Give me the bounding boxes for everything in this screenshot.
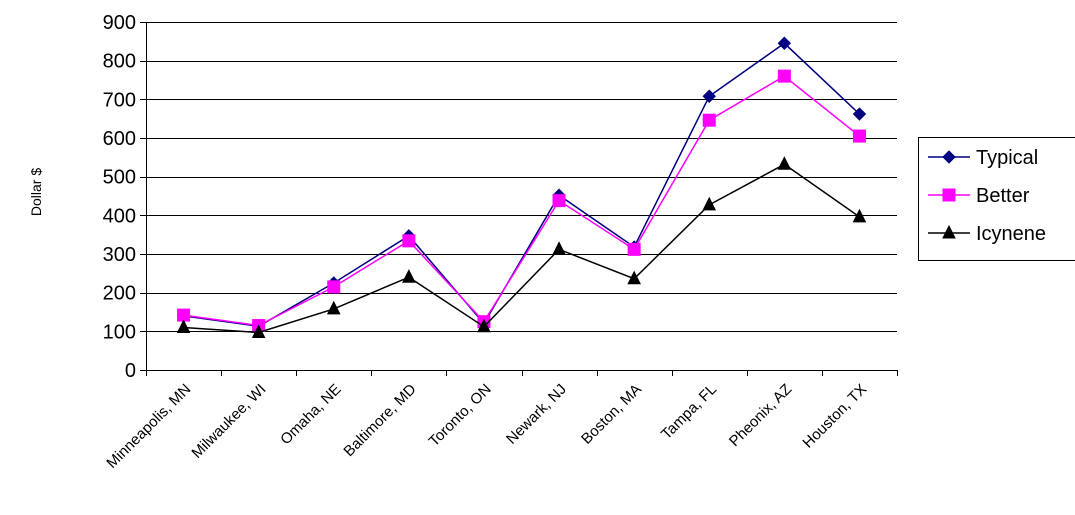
y-tick-label: 400 xyxy=(103,205,136,227)
legend-label: Better xyxy=(976,185,1030,207)
data-point xyxy=(778,157,790,169)
legend-label: Icynene xyxy=(976,223,1046,245)
x-tick-label: Pheonix, AZ xyxy=(726,381,795,450)
series-lines xyxy=(178,37,866,337)
data-point xyxy=(328,281,340,293)
series-line xyxy=(184,164,860,332)
y-tick-label: 100 xyxy=(103,321,136,343)
data-point xyxy=(178,320,190,332)
y-axis-title: Dollar $ xyxy=(28,168,44,216)
legend-label: Typical xyxy=(976,147,1038,169)
x-tick-label: Houston, TX xyxy=(799,381,870,452)
data-point xyxy=(553,195,565,207)
data-point xyxy=(853,130,865,142)
y-tick-label: 900 xyxy=(103,12,136,34)
x-tick-label: Newark, NJ xyxy=(503,381,570,448)
y-tick-label: 600 xyxy=(103,128,136,150)
y-tick-label: 200 xyxy=(103,283,136,305)
data-point xyxy=(178,309,190,321)
data-point xyxy=(553,242,565,254)
data-point xyxy=(403,270,415,282)
x-tick-label: Baltimore, MD xyxy=(340,381,419,460)
data-point xyxy=(703,114,715,126)
data-point xyxy=(703,198,715,210)
tick-labels: 0 100 200 300 400 500 600 700 800 900 Minneapolis,… xyxy=(103,12,871,472)
legend-marker xyxy=(943,189,955,201)
y-tick-label: 500 xyxy=(103,167,136,189)
y-tick-label: 800 xyxy=(103,51,136,73)
x-tick-label: Boston, MA xyxy=(578,381,645,448)
x-tick-label: Minneapolis, MN xyxy=(103,381,194,472)
data-point xyxy=(628,243,640,255)
x-tick-label: Omaha, NE xyxy=(277,381,344,448)
data-point xyxy=(778,70,790,82)
x-tick-label: Milwaukee, WI xyxy=(188,381,269,462)
data-point xyxy=(703,90,715,102)
series-better xyxy=(178,70,866,331)
y-tick-label: 300 xyxy=(103,244,136,266)
gridlines xyxy=(146,23,897,332)
data-point xyxy=(403,235,415,247)
x-tick-label: Tampa, FL xyxy=(658,381,720,443)
x-tick-label: Toronto, ON xyxy=(426,381,495,450)
series-line xyxy=(184,43,860,326)
y-tick-label: 700 xyxy=(103,89,136,111)
series-icynene xyxy=(178,157,866,337)
legend: Typical Better Icynene xyxy=(919,138,1075,261)
y-tick-label: 0 xyxy=(125,360,136,382)
